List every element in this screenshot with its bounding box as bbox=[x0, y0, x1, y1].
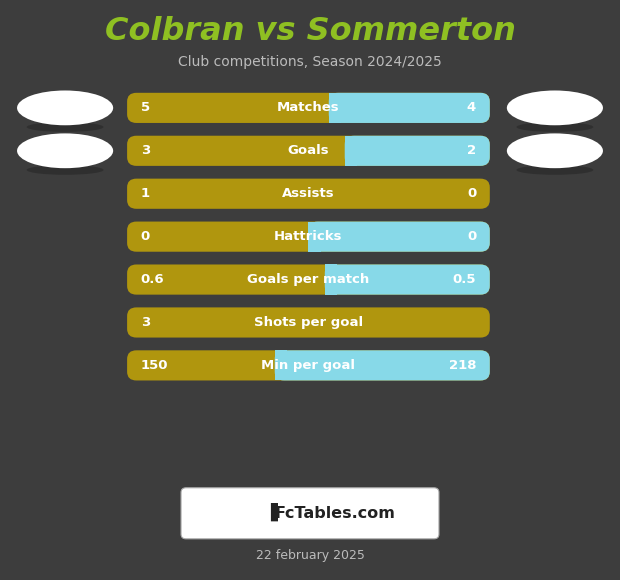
FancyBboxPatch shape bbox=[345, 136, 490, 166]
Text: ▐: ▐ bbox=[263, 503, 277, 521]
FancyBboxPatch shape bbox=[275, 350, 490, 380]
Text: 0.6: 0.6 bbox=[141, 273, 164, 286]
Text: Colbran vs Sommerton: Colbran vs Sommerton bbox=[105, 16, 515, 48]
Ellipse shape bbox=[17, 133, 113, 168]
Text: 150: 150 bbox=[141, 359, 168, 372]
Text: 3: 3 bbox=[141, 144, 150, 157]
Text: 1: 1 bbox=[141, 187, 150, 200]
Text: 0.5: 0.5 bbox=[453, 273, 476, 286]
Text: 22 february 2025: 22 february 2025 bbox=[255, 549, 365, 562]
Text: Assists: Assists bbox=[282, 187, 335, 200]
FancyBboxPatch shape bbox=[127, 136, 490, 166]
Text: FcTables.com: FcTables.com bbox=[275, 506, 395, 521]
Bar bbox=[345, 136, 357, 166]
Text: 0: 0 bbox=[467, 187, 476, 200]
FancyBboxPatch shape bbox=[127, 179, 490, 209]
Bar bbox=[329, 93, 341, 123]
Text: Matches: Matches bbox=[277, 102, 340, 114]
Text: 5: 5 bbox=[141, 102, 150, 114]
Text: 2: 2 bbox=[467, 144, 476, 157]
Ellipse shape bbox=[17, 90, 113, 125]
Text: 4: 4 bbox=[467, 102, 476, 114]
Ellipse shape bbox=[27, 165, 104, 175]
Text: Hattricks: Hattricks bbox=[274, 230, 343, 243]
Text: Shots per goal: Shots per goal bbox=[254, 316, 363, 329]
Bar bbox=[275, 350, 287, 380]
Bar bbox=[309, 222, 321, 252]
FancyBboxPatch shape bbox=[329, 93, 490, 123]
FancyBboxPatch shape bbox=[127, 222, 490, 252]
Text: Goals per match: Goals per match bbox=[247, 273, 370, 286]
Ellipse shape bbox=[507, 133, 603, 168]
Text: 3: 3 bbox=[141, 316, 150, 329]
Text: 218: 218 bbox=[449, 359, 476, 372]
Ellipse shape bbox=[27, 122, 104, 132]
FancyBboxPatch shape bbox=[127, 307, 490, 338]
FancyBboxPatch shape bbox=[181, 488, 439, 539]
Text: Min per goal: Min per goal bbox=[262, 359, 355, 372]
Text: Club competitions, Season 2024/2025: Club competitions, Season 2024/2025 bbox=[178, 55, 442, 69]
FancyBboxPatch shape bbox=[127, 264, 490, 295]
FancyBboxPatch shape bbox=[127, 93, 490, 123]
Ellipse shape bbox=[516, 165, 593, 175]
Text: Goals: Goals bbox=[288, 144, 329, 157]
Text: 0: 0 bbox=[141, 230, 150, 243]
Text: 0: 0 bbox=[467, 230, 476, 243]
FancyBboxPatch shape bbox=[325, 264, 490, 295]
FancyBboxPatch shape bbox=[309, 222, 490, 252]
Bar bbox=[325, 264, 337, 295]
Ellipse shape bbox=[507, 90, 603, 125]
FancyBboxPatch shape bbox=[127, 350, 490, 380]
Ellipse shape bbox=[516, 122, 593, 132]
